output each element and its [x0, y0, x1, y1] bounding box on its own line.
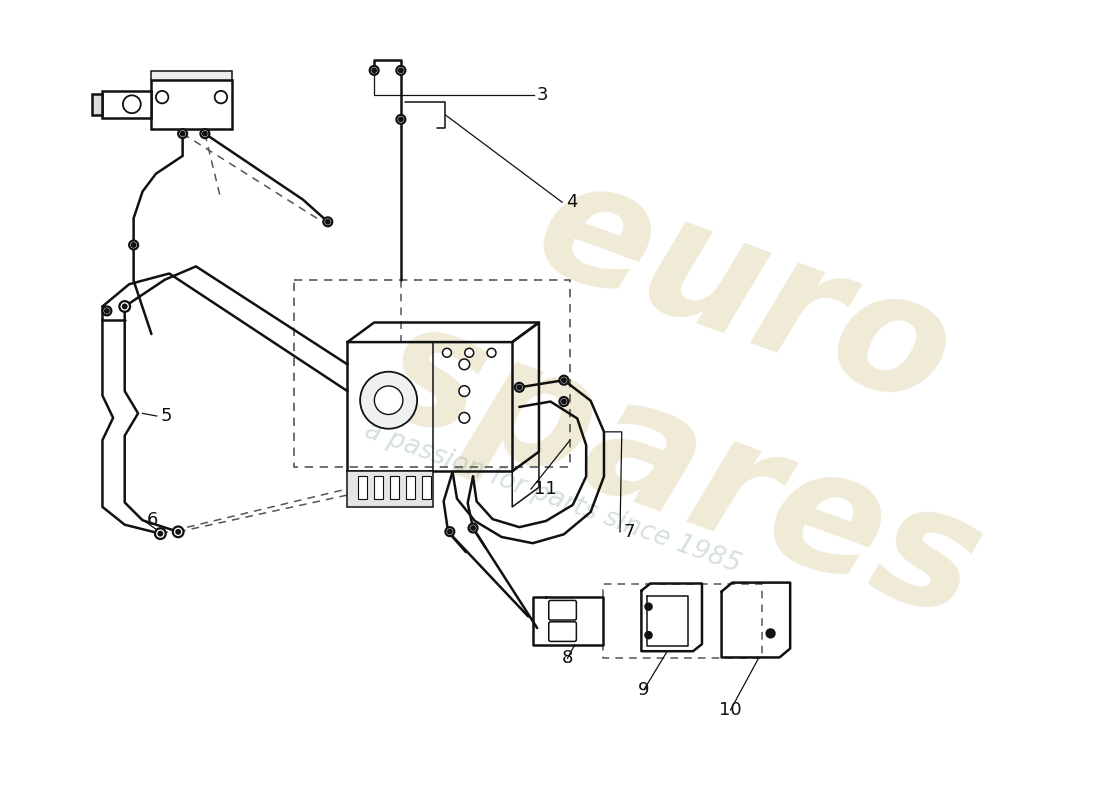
Circle shape: [515, 383, 524, 392]
Circle shape: [446, 527, 454, 536]
Circle shape: [487, 348, 496, 358]
Circle shape: [131, 242, 136, 247]
Circle shape: [396, 115, 405, 124]
Circle shape: [173, 526, 184, 537]
Circle shape: [202, 131, 207, 136]
Text: 5: 5: [161, 407, 172, 425]
Text: 4: 4: [565, 194, 578, 211]
Circle shape: [442, 348, 451, 358]
Circle shape: [129, 241, 139, 250]
Circle shape: [645, 603, 652, 610]
Bar: [374, 476, 383, 499]
Circle shape: [560, 376, 569, 385]
Text: 6: 6: [147, 511, 158, 530]
Circle shape: [398, 68, 403, 73]
Bar: [359, 476, 367, 499]
Circle shape: [459, 386, 470, 397]
Circle shape: [200, 129, 209, 138]
Circle shape: [323, 218, 332, 226]
Circle shape: [176, 530, 180, 534]
Circle shape: [471, 526, 475, 530]
Circle shape: [459, 413, 470, 423]
Circle shape: [562, 378, 566, 382]
Circle shape: [469, 524, 477, 533]
Circle shape: [562, 399, 566, 404]
Circle shape: [448, 530, 452, 534]
Circle shape: [645, 632, 652, 638]
Bar: [152, 71, 232, 80]
Text: 8: 8: [562, 650, 573, 667]
Circle shape: [178, 129, 187, 138]
Circle shape: [102, 306, 111, 315]
Text: 10: 10: [719, 701, 741, 719]
Text: 3: 3: [537, 86, 549, 104]
Circle shape: [360, 372, 417, 429]
Bar: [422, 476, 431, 499]
Circle shape: [122, 304, 127, 309]
FancyBboxPatch shape: [549, 601, 576, 620]
Text: 9: 9: [638, 681, 650, 698]
Circle shape: [459, 359, 470, 370]
Bar: [390, 476, 399, 499]
Circle shape: [766, 629, 775, 638]
Circle shape: [370, 66, 378, 75]
Bar: [152, 80, 232, 129]
Circle shape: [155, 528, 166, 539]
Circle shape: [560, 397, 569, 406]
Circle shape: [104, 309, 109, 313]
Bar: [102, 91, 152, 118]
Circle shape: [396, 66, 405, 75]
Text: euro
spares: euro spares: [359, 110, 1067, 654]
Circle shape: [120, 301, 130, 312]
Circle shape: [158, 531, 163, 536]
Bar: [91, 94, 102, 115]
Circle shape: [180, 131, 185, 136]
Circle shape: [517, 385, 521, 390]
Bar: [348, 471, 433, 507]
Circle shape: [374, 386, 403, 414]
Circle shape: [326, 220, 330, 224]
Circle shape: [372, 68, 376, 73]
Bar: [406, 476, 415, 499]
Circle shape: [465, 348, 474, 358]
Text: a passion for parts since 1985: a passion for parts since 1985: [361, 418, 744, 578]
Circle shape: [398, 117, 403, 122]
Text: 7: 7: [624, 523, 635, 541]
FancyBboxPatch shape: [549, 622, 576, 642]
Text: 11: 11: [535, 480, 558, 498]
